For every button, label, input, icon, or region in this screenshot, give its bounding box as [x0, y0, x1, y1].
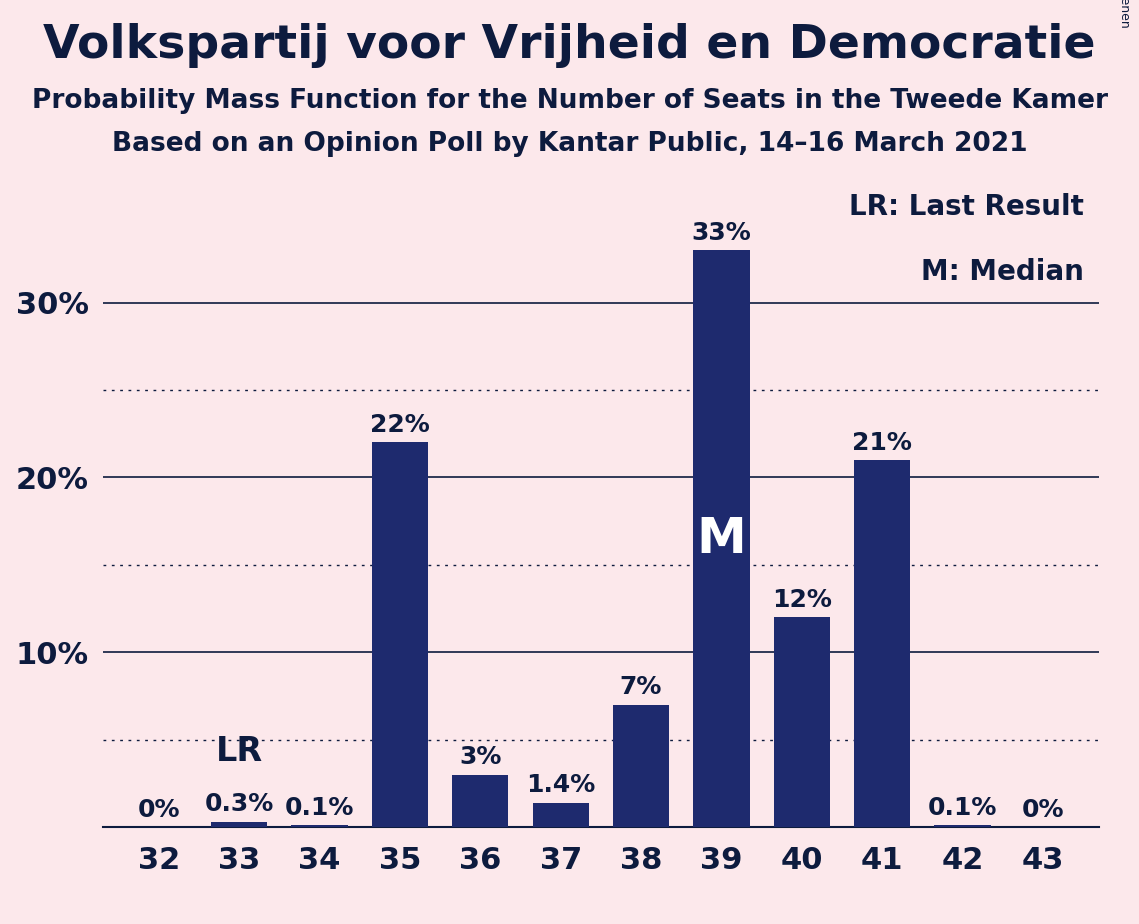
- Text: 0%: 0%: [138, 797, 180, 821]
- Text: M: M: [697, 515, 746, 563]
- Text: © 2021 Filip van Laenen: © 2021 Filip van Laenen: [1118, 0, 1131, 28]
- Text: Volkspartij voor Vrijheid en Democratie: Volkspartij voor Vrijheid en Democratie: [43, 23, 1096, 68]
- Text: LR: Last Result: LR: Last Result: [850, 193, 1084, 221]
- Bar: [613, 705, 669, 827]
- Bar: [694, 250, 749, 827]
- Bar: [934, 825, 991, 827]
- Bar: [211, 821, 268, 827]
- Text: 7%: 7%: [620, 675, 662, 699]
- Bar: [371, 443, 428, 827]
- Text: 0.1%: 0.1%: [285, 796, 354, 820]
- Text: 3%: 3%: [459, 746, 501, 770]
- Text: 1.4%: 1.4%: [526, 773, 596, 797]
- Text: 33%: 33%: [691, 221, 752, 245]
- Text: 0.1%: 0.1%: [928, 796, 997, 820]
- Bar: [854, 460, 910, 827]
- Text: 12%: 12%: [772, 588, 831, 612]
- Text: LR: LR: [215, 735, 263, 768]
- Text: Probability Mass Function for the Number of Seats in the Tweede Kamer: Probability Mass Function for the Number…: [32, 88, 1107, 114]
- Text: 0%: 0%: [1022, 797, 1064, 821]
- Text: 21%: 21%: [852, 431, 912, 455]
- Text: 22%: 22%: [370, 413, 429, 437]
- Bar: [773, 617, 830, 827]
- Bar: [533, 803, 589, 827]
- Bar: [292, 825, 347, 827]
- Text: 0.3%: 0.3%: [205, 793, 273, 817]
- Text: M: Median: M: Median: [921, 258, 1084, 286]
- Text: Based on an Opinion Poll by Kantar Public, 14–16 March 2021: Based on an Opinion Poll by Kantar Publi…: [112, 131, 1027, 157]
- Bar: [452, 774, 508, 827]
